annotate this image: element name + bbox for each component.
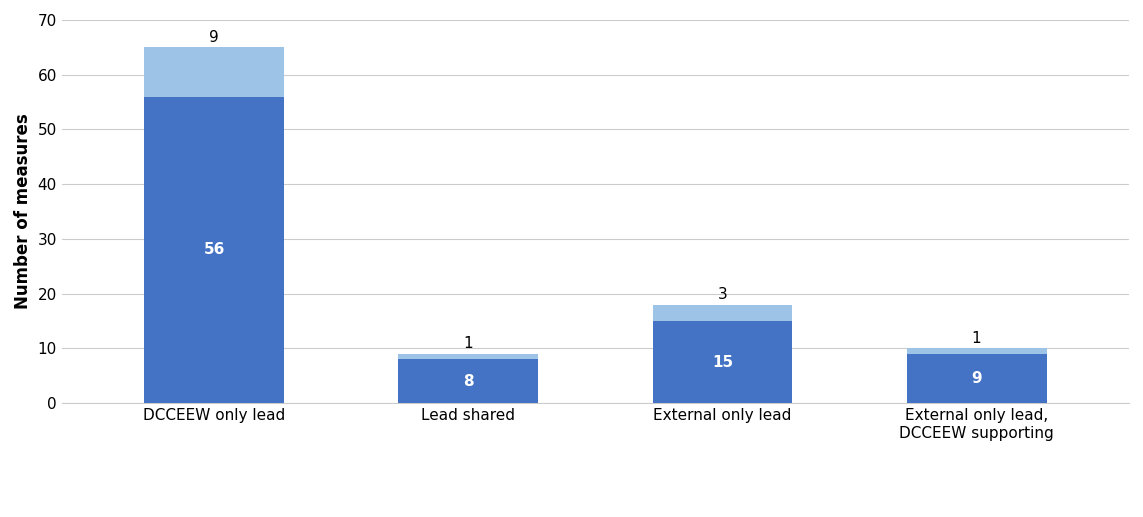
Bar [653, 305, 792, 321]
Bar [653, 321, 792, 403]
Bar [399, 354, 538, 359]
Y-axis label: Number of measures: Number of measures [14, 114, 32, 310]
Bar [144, 47, 285, 97]
Text: 9: 9 [972, 371, 982, 386]
Text: 3: 3 [718, 287, 727, 302]
Text: 15: 15 [712, 355, 733, 370]
Text: 9: 9 [209, 29, 219, 44]
Bar [906, 348, 1047, 354]
Text: 8: 8 [463, 374, 473, 389]
Bar [144, 97, 285, 403]
Text: 56: 56 [203, 242, 225, 257]
Bar [906, 354, 1047, 403]
Text: 1: 1 [972, 331, 982, 346]
Text: 1: 1 [464, 336, 473, 351]
Bar [399, 359, 538, 403]
